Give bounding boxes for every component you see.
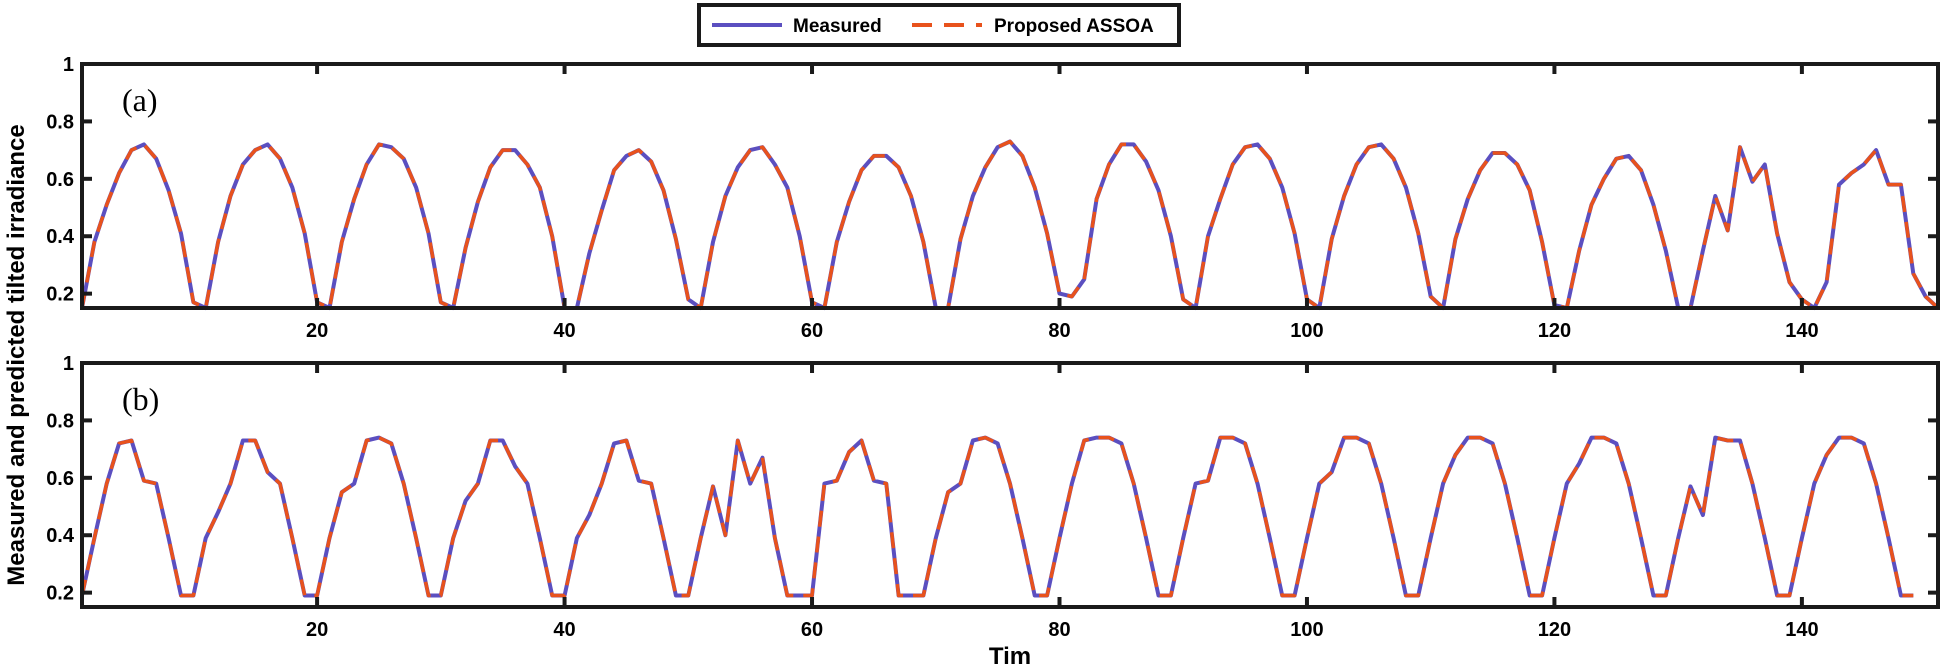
- legend: Measured Proposed ASSOA: [697, 3, 1181, 47]
- panel-a-y-tick-label: 0.4: [46, 226, 75, 248]
- panel-a-y-tick-label: 1: [63, 54, 74, 76]
- y-axis-title: Measured and predicted tilted irradiance: [3, 124, 30, 585]
- panel-b-series-measured: [80, 435, 1914, 598]
- panel-a-series: [80, 139, 1940, 310]
- panel-b-series: [80, 435, 1914, 598]
- panel-b-y-tick-label: 0.6: [46, 468, 74, 490]
- panel-a-y-tick-label: 0.6: [46, 169, 74, 191]
- x-axis-title: Tim: [989, 643, 1031, 670]
- panel-a-x-tick-label: 60: [801, 320, 823, 342]
- panel-b-y-tick-labels: 0.2 0.4 0.6 0.8 1: [46, 353, 75, 605]
- panel-a: 0.2 0.4 0.6 0.8 1 20 40 60 80 100 120 140 (a): [46, 54, 1940, 342]
- legend-predicted-label: Proposed ASSOA: [994, 16, 1154, 37]
- panel-a-label: (a): [122, 82, 158, 118]
- panel-b-x-tick-label: 60: [801, 619, 823, 641]
- panel-b-x-tick-label: 40: [553, 619, 575, 641]
- panel-b-x-tick-labels: 20 40 60 80 100 120 140: [306, 619, 1819, 641]
- panel-b-y-tick-label: 0.8: [46, 410, 74, 432]
- panel-a-y-tick-label: 0.8: [46, 111, 74, 133]
- panel-a-x-tick-label: 20: [306, 320, 328, 342]
- panel-a-series-measured: [80, 139, 1940, 310]
- panel-b-x-tick-label: 100: [1290, 619, 1323, 641]
- panel-b-x-tick-label: 140: [1785, 619, 1818, 641]
- panel-a-series-predicted: [80, 139, 1940, 310]
- panel-b: 0.2 0.4 0.6 0.8 1 20 40 60 80 100 120 140 (b): [46, 353, 1940, 641]
- panel-b-y-tick-label: 0.2: [46, 583, 74, 605]
- panel-b-x-tick-label: 20: [306, 619, 328, 641]
- panel-a-x-tick-label: 120: [1538, 320, 1571, 342]
- panel-b-series-predicted: [80, 435, 1914, 598]
- panel-a-y-tick-labels: 0.2 0.4 0.6 0.8 1: [46, 54, 75, 306]
- legend-measured-label: Measured: [793, 16, 882, 37]
- panel-b-x-tick-label: 80: [1048, 619, 1070, 641]
- panel-a-x-tick-labels: 20 40 60 80 100 120 140: [306, 320, 1819, 342]
- panel-a-x-tick-label: 100: [1290, 320, 1323, 342]
- panel-b-x-tick-label: 120: [1538, 619, 1571, 641]
- panel-b-y-tick-label: 1: [63, 353, 74, 375]
- panel-b-label: (b): [122, 381, 159, 417]
- panel-a-x-tick-label: 80: [1048, 320, 1070, 342]
- panel-b-frame: [80, 361, 1940, 609]
- panel-b-y-tick-label: 0.4: [46, 525, 75, 547]
- panel-a-y-tick-label: 0.2: [46, 284, 74, 306]
- panel-a-frame: [80, 62, 1940, 310]
- panel-a-x-tick-label: 140: [1785, 320, 1818, 342]
- panel-a-x-tick-label: 40: [553, 320, 575, 342]
